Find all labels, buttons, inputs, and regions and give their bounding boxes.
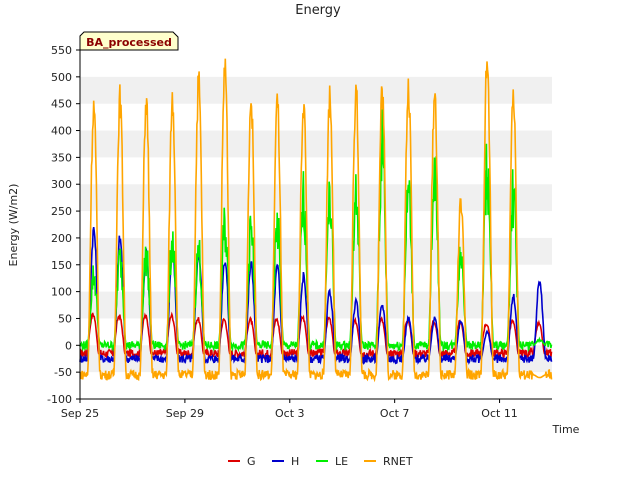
y-tick-label: 200: [51, 232, 72, 245]
y-tick-label: 350: [51, 151, 72, 164]
series-line-h: [79, 226, 553, 365]
y-tick-label: 250: [51, 205, 72, 218]
badge-box: [79, 31, 179, 51]
legend-label-h: H: [291, 455, 299, 468]
legend-label-le: LE: [335, 455, 348, 468]
y-tick-labels: -100 -50 0 50 100 150 200 250 300 350 400 450 500 550: [47, 44, 80, 406]
legend-label-g: G: [247, 455, 256, 468]
y-tick-label: 300: [51, 178, 72, 191]
axes: [79, 50, 552, 400]
grid-band: [80, 76, 552, 104]
y-tick-label: -100: [47, 393, 72, 406]
x-tick-label: Oct 7: [380, 407, 410, 420]
y-tick-label: 50: [58, 312, 72, 325]
x-tick-label: Oct 3: [275, 407, 305, 420]
series-line-g: [79, 311, 553, 361]
y-tick-label: -50: [54, 366, 72, 379]
legend-label-rnet: RNET: [383, 455, 413, 468]
y-tick-label: 500: [51, 71, 72, 84]
grid-band: [80, 291, 552, 319]
x-tick-label: Sep 29: [166, 407, 204, 420]
series-layer: [79, 58, 553, 383]
chart-title: Energy: [295, 3, 341, 18]
y-axis-label: Energy (W/m2): [7, 184, 20, 267]
y-tick-label: 150: [51, 259, 72, 272]
y-tick-label: 0: [65, 339, 72, 352]
legend: G H LE RNET: [228, 455, 413, 468]
grid-band: [80, 237, 552, 265]
y-tick-label: 400: [51, 125, 72, 138]
processed-badge: BA_processed: [79, 31, 179, 51]
series-line-rnet: [79, 58, 553, 383]
x-tick-label: Sep 25: [61, 407, 99, 420]
grid-band: [80, 130, 552, 158]
x-axis-label: Time: [552, 423, 580, 436]
x-tick-label: Oct 11: [481, 407, 518, 420]
series-line-le: [79, 109, 553, 353]
y-tick-label: 100: [51, 286, 72, 299]
badge-label: BA_processed: [86, 36, 172, 49]
x-tick-labels: Sep 25 Sep 29 Oct 3 Oct 7 Oct 11: [61, 399, 518, 420]
y-tick-label: 550: [51, 44, 72, 57]
grid-band: [80, 184, 552, 212]
y-tick-label: 450: [51, 98, 72, 111]
